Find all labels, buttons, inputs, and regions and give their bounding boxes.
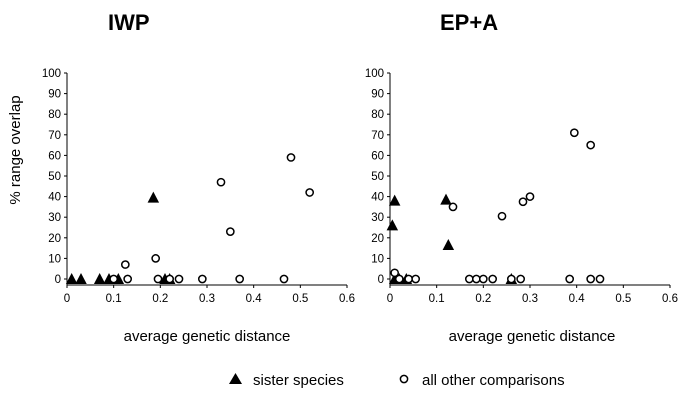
y-tick-label: 90	[371, 89, 384, 101]
other-comparison-point	[123, 274, 133, 284]
other-comparison-point	[525, 192, 535, 201]
other-comparison-point	[518, 197, 528, 207]
other-comparison-point	[109, 274, 119, 284]
x-tick-label: 0.4	[246, 293, 263, 305]
panel-iwp: IWP % range overlap average genetic dist…	[7, 10, 355, 345]
sister-species-point	[93, 272, 106, 284]
panel-title-iwp: IWP	[108, 10, 150, 35]
x-axis-label-epa: average genetic distance	[449, 328, 616, 345]
other-comparison-point	[279, 274, 289, 284]
sister-species-point	[386, 219, 399, 231]
sister-species-point	[147, 191, 160, 203]
y-tick-label: 40	[48, 192, 61, 204]
other-comparison-point	[305, 188, 315, 197]
y-tick-label: 20	[48, 233, 61, 245]
legend: sister species all other comparisons	[229, 372, 565, 389]
y-tick-label: 50	[371, 171, 384, 183]
other-comparison-point	[488, 274, 498, 284]
x-tick-label: 0.3	[522, 293, 538, 305]
other-comparison-point	[216, 177, 226, 187]
y-tick-label: 0	[55, 274, 61, 286]
legend-label-all-other-comparisons: all other comparisons	[422, 372, 565, 389]
other-comparison-point	[516, 274, 526, 284]
y-tick-label: 60	[371, 150, 384, 162]
other-comparison-point	[153, 274, 163, 284]
other-comparison-point	[390, 268, 400, 278]
other-comparison-point	[506, 274, 516, 284]
panel-epa: EP+A average genetic distance 0 10 20 30 40 5…	[365, 10, 678, 345]
y-tick-label: 80	[371, 109, 384, 121]
marks-iwp	[65, 153, 315, 284]
x-tick-label: 0.6	[662, 293, 678, 305]
axes-epa: 0 10 20 30 40 50 60 70 80 90 100 0 0.1 0.2 0.3 0.4 0.5 0.…	[365, 68, 678, 305]
legend-label-sister-species: sister species	[253, 372, 344, 389]
y-tick-label: 30	[48, 212, 61, 224]
marks-epa	[386, 128, 605, 284]
y-axis-label-iwp: % range overlap	[7, 95, 24, 204]
x-axis-label-iwp: average genetic distance	[124, 328, 291, 345]
y-tick-label: 100	[365, 68, 384, 80]
other-comparison-point	[394, 274, 404, 284]
y-tick-label: 70	[48, 130, 61, 142]
y-tick-label: 60	[48, 150, 61, 162]
y-tick-label: 10	[48, 253, 61, 265]
sister-species-point	[65, 272, 78, 284]
other-comparison-point	[497, 211, 507, 221]
y-tick-label: 50	[48, 171, 61, 183]
legend-marker-all-other-comparisons	[399, 374, 409, 384]
x-tick-label: 0.5	[292, 293, 308, 305]
other-comparison-point	[225, 227, 235, 236]
other-comparison-point	[174, 274, 184, 284]
other-comparison-point	[586, 140, 596, 150]
x-tick-label: 0.1	[106, 293, 122, 305]
x-tick-label: 0.2	[152, 293, 168, 305]
legend-marker-sister-species	[229, 373, 242, 384]
other-comparison-point	[565, 274, 575, 284]
other-comparison-point	[569, 128, 579, 138]
y-tick-label: 20	[371, 233, 384, 245]
y-tick-label: 70	[371, 130, 384, 142]
y-tick-label: 30	[371, 212, 384, 224]
sister-species-point	[388, 194, 401, 206]
other-comparison-point	[151, 254, 161, 263]
axes-iwp: 0 10 20 30 40 50 60 70 80 90 100 0 0.1 0.2 0.3 0.4 0.5 0.…	[42, 68, 355, 305]
sister-species-point	[442, 238, 455, 250]
x-tick-label: 0	[64, 293, 70, 305]
other-comparison-point	[404, 274, 414, 284]
x-tick-label: 0.1	[429, 293, 445, 305]
other-comparison-point	[235, 274, 245, 284]
other-comparison-point	[197, 274, 207, 284]
x-tick-label: 0.6	[339, 293, 355, 305]
sister-species-point	[75, 272, 87, 284]
y-tick-label: 80	[48, 109, 61, 121]
x-tick-label: 0.2	[475, 293, 491, 305]
y-tick-label: 100	[42, 68, 61, 80]
sister-species-point	[440, 193, 452, 205]
panel-title-epa: EP+A	[440, 10, 498, 35]
other-comparison-point	[586, 274, 596, 284]
y-tick-label: 40	[371, 192, 384, 204]
other-comparison-point	[286, 153, 296, 162]
x-tick-label: 0.3	[199, 293, 215, 305]
y-tick-label: 0	[378, 274, 384, 286]
other-comparison-point	[411, 274, 421, 284]
other-comparison-point	[464, 274, 474, 284]
x-tick-label: 0.4	[569, 293, 586, 305]
other-comparison-point	[478, 274, 488, 284]
x-tick-label: 0.5	[615, 293, 631, 305]
y-tick-label: 10	[371, 253, 384, 265]
other-comparison-point	[165, 274, 175, 284]
other-comparison-point	[595, 274, 605, 284]
other-comparison-point	[471, 274, 481, 284]
y-tick-label: 90	[48, 89, 61, 101]
other-comparison-point	[120, 260, 130, 269]
other-comparison-point	[448, 202, 458, 212]
x-tick-label: 0	[387, 293, 393, 305]
